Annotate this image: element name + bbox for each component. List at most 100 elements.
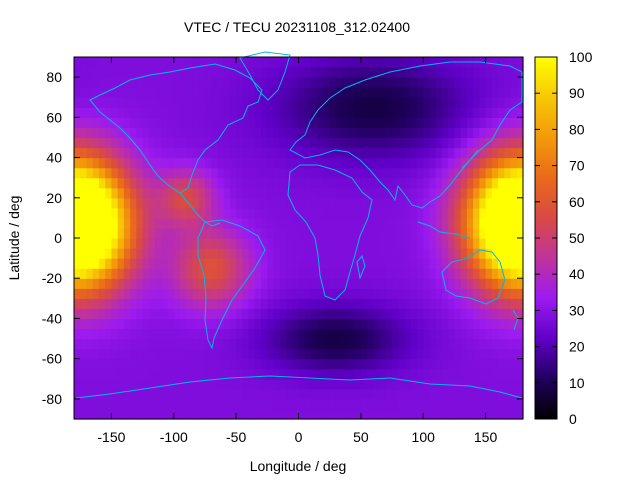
heatmap-cell	[111, 378, 119, 390]
heatmap-cell	[466, 127, 474, 139]
heatmap-cell	[441, 248, 449, 259]
heatmap-cell	[273, 217, 281, 229]
heatmap-cell	[111, 77, 119, 88]
heatmap-cell	[360, 368, 368, 380]
heatmap-cell	[192, 308, 200, 320]
heatmap-cell	[498, 248, 505, 259]
heatmap-cell	[510, 197, 518, 209]
heatmap-cell	[504, 177, 512, 189]
heatmap-cell	[130, 378, 137, 390]
heatmap-cell	[279, 227, 287, 239]
heatmap-cell	[429, 358, 437, 370]
heatmap-cell	[74, 227, 81, 239]
heatmap-cell	[392, 117, 399, 128]
heatmap-cell	[454, 308, 462, 320]
heatmap-cell	[136, 408, 144, 420]
heatmap-cell	[504, 217, 512, 229]
heatmap-cell	[342, 358, 349, 370]
heatmap-cell	[423, 238, 431, 249]
heatmap-cell	[229, 278, 237, 289]
heatmap-cell	[261, 348, 268, 360]
heatmap-cell	[491, 187, 499, 199]
heatmap-cell	[416, 238, 424, 249]
heatmap-cell	[105, 67, 113, 78]
heatmap-cell	[504, 57, 512, 68]
heatmap-cell	[98, 147, 106, 159]
heatmap-cell	[373, 117, 381, 128]
heatmap-cell	[423, 227, 431, 239]
heatmap-cell	[98, 368, 106, 380]
heatmap-cell	[448, 318, 456, 330]
heatmap-cell	[92, 197, 100, 209]
heatmap-cell	[510, 298, 518, 309]
coastline-madagascar	[356, 254, 366, 280]
heatmap-cell	[385, 217, 393, 229]
heatmap-cell	[192, 408, 200, 420]
heatmap-cell	[491, 117, 499, 128]
colorbar-tick-label: 80	[569, 121, 585, 137]
heatmap-cell	[479, 167, 487, 179]
heatmap-cell	[80, 248, 88, 259]
heatmap-cell	[229, 238, 237, 249]
heatmap-cell	[329, 217, 337, 229]
heatmap-cell	[441, 238, 449, 249]
heatmap-cell	[80, 348, 88, 360]
heatmap-cell	[111, 328, 119, 340]
heatmap-cell	[74, 248, 81, 259]
heatmap-cell	[360, 378, 368, 390]
heatmap-cell	[229, 57, 237, 68]
heatmap-cell	[148, 338, 156, 350]
heatmap-cell	[491, 207, 499, 219]
heatmap-cell	[267, 167, 275, 179]
heatmap-cell	[498, 368, 505, 380]
heatmap-cell	[198, 107, 206, 118]
heatmap-cell	[273, 408, 281, 420]
heatmap-cell	[86, 278, 94, 289]
heatmap-cell	[80, 358, 88, 370]
heatmap-cell	[148, 117, 156, 128]
heatmap-cell	[80, 97, 88, 108]
heatmap-cell	[385, 197, 393, 209]
heatmap-cell	[460, 398, 468, 410]
heatmap-cell	[186, 147, 194, 159]
heatmap-cell	[491, 348, 499, 360]
heatmap-cell	[292, 408, 300, 420]
heatmap-cell	[348, 238, 356, 249]
heatmap-cell	[161, 398, 169, 410]
heatmap-cell	[267, 77, 275, 88]
heatmap-cell	[86, 368, 94, 380]
heatmap-cell	[423, 408, 431, 420]
heatmap-cell	[498, 298, 505, 309]
heatmap-cell	[130, 258, 137, 269]
heatmap-cell	[111, 177, 119, 189]
heatmap-cell	[367, 358, 374, 370]
heatmap-cell	[454, 318, 462, 330]
heatmap-cell	[491, 147, 499, 159]
coastline-indonesia	[417, 221, 471, 239]
heatmap-cell	[136, 258, 144, 269]
heatmap-cell	[491, 127, 499, 139]
heatmap-cell	[261, 197, 268, 209]
heatmap-cell	[98, 258, 106, 269]
heatmap-cell	[373, 298, 381, 309]
heatmap-cell	[254, 258, 262, 269]
heatmap-cell	[267, 398, 275, 410]
heatmap-cell	[473, 227, 480, 239]
heatmap-cell	[329, 77, 337, 88]
heatmap-cell	[348, 278, 356, 289]
heatmap-cell	[86, 177, 94, 189]
heatmap-cell	[248, 348, 256, 360]
heatmap-cell	[254, 388, 262, 400]
heatmap-cell	[510, 278, 518, 289]
heatmap-cell	[211, 197, 219, 209]
heatmap-cell	[342, 328, 349, 340]
heatmap-cell	[410, 197, 418, 209]
heatmap-cell	[248, 187, 256, 199]
heatmap-cell	[180, 248, 187, 259]
heatmap-cell	[398, 268, 406, 279]
heatmap-cell	[335, 358, 343, 370]
heatmap-cell	[410, 258, 418, 269]
heatmap-cell	[254, 107, 262, 118]
heatmap-cell	[248, 368, 256, 380]
heatmap-cell	[404, 248, 412, 259]
